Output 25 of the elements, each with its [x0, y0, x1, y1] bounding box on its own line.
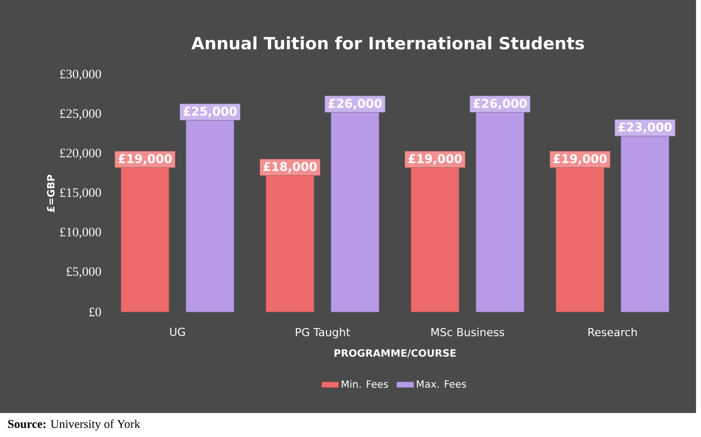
- data-label: £23,000: [618, 122, 672, 134]
- legend-label: Min. Fees: [342, 380, 388, 388]
- y-axis-title: £=GBP: [47, 174, 55, 212]
- data-label: £26,000: [474, 98, 527, 110]
- data-label: £19,000: [118, 154, 172, 165]
- legend-label: Max. Fees: [416, 380, 466, 388]
- x-tick-label: MSc Business: [431, 328, 504, 336]
- y-tick-label: £10,000: [60, 228, 101, 238]
- x-tick-label: UG: [170, 328, 185, 336]
- data-label: £26,000: [328, 98, 382, 110]
- y-tick-label: £30,000: [60, 70, 101, 80]
- x-tick-label: Research: [588, 328, 637, 336]
- chart-title: Annual Tuition for International Students: [191, 36, 584, 50]
- data-label: £18,000: [264, 162, 317, 173]
- y-tick-label: £0: [89, 308, 101, 316]
- y-tick-label: £15,000: [60, 188, 101, 199]
- data-label: £19,000: [408, 154, 462, 165]
- y-tick-label: £20,000: [60, 148, 101, 160]
- y-tick-label: £5,000: [66, 267, 101, 278]
- x-axis-title: PROGRAMME/COURSE: [334, 349, 456, 358]
- text: Source: University of York: [8, 419, 140, 430]
- data-label: £25,000: [184, 106, 237, 118]
- x-tick-label: PG Taught: [296, 328, 350, 338]
- data-label: £19,000: [554, 154, 607, 165]
- y-tick-label: £25,000: [60, 109, 101, 120]
